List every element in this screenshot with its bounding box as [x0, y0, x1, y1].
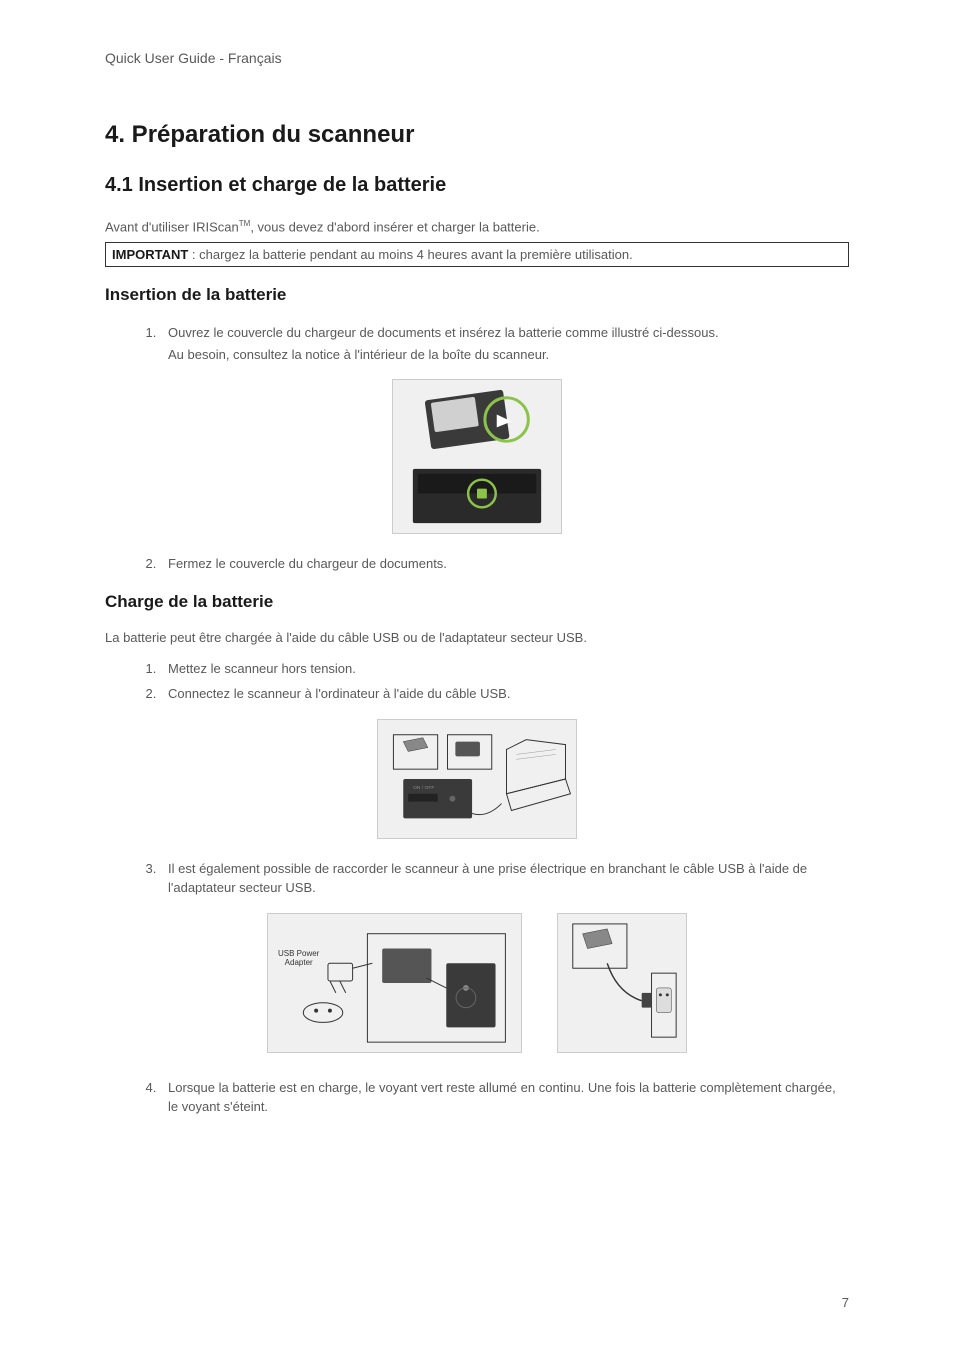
step1-line2: Au besoin, consultez la notice à l'intér… — [168, 345, 849, 365]
adapter-svg — [268, 914, 521, 1052]
usb-wall-svg — [558, 914, 686, 1052]
page-number: 7 — [842, 1295, 849, 1310]
usb-laptop-image: ON / OFF — [377, 719, 577, 839]
intro-part2: , vous devez d'abord insérer et charger … — [250, 219, 539, 234]
subsection1-heading: Insertion de la batterie — [105, 285, 849, 305]
adapter-label-line2: Adapter — [285, 958, 313, 967]
charge-step1-text: Mettez le scanneur hors tension. — [168, 661, 356, 676]
insertion-step-2: Fermez le couvercle du chargeur de docum… — [160, 554, 849, 574]
battery-svg — [393, 380, 561, 533]
charge-step-2: Connectez le scanneur à l'ordinateur à l… — [160, 684, 849, 704]
subsection2-heading: Charge de la batterie — [105, 592, 849, 612]
charge-step-1: Mettez le scanneur hors tension. — [160, 659, 849, 679]
trademark-symbol: TM — [239, 219, 251, 228]
charge-steps-list-3: Lorsque la batterie est en charge, le vo… — [105, 1078, 849, 1117]
important-label: IMPORTANT — [112, 247, 188, 262]
usb-laptop-image-container: ON / OFF — [105, 719, 849, 839]
battery-insertion-image — [392, 379, 562, 534]
charge-steps-list-2: Il est également possible de raccorder l… — [105, 859, 849, 898]
charge-steps-list: Mettez le scanneur hors tension. Connect… — [105, 659, 849, 704]
important-text: : chargez la batterie pendant au moins 4… — [188, 247, 632, 262]
page-title: 4. Préparation du scanneur — [105, 121, 849, 149]
step1-line1: Ouvrez le couvercle du chargeur de docum… — [168, 325, 719, 340]
usb-wall-image — [557, 913, 687, 1053]
charge-step3-text: Il est également possible de raccorder l… — [168, 861, 807, 896]
battery-image-container — [105, 379, 849, 534]
important-notice-box: IMPORTANT : chargez la batterie pendant … — [105, 242, 849, 267]
charge-step4-text: Lorsque la batterie est en charge, le vo… — [168, 1080, 836, 1115]
svg-text:ON / OFF: ON / OFF — [413, 785, 434, 791]
intro-part1: Avant d'utiliser IRIScan — [105, 219, 239, 234]
header-text: Quick User Guide - Français — [105, 50, 282, 66]
charge-step-3: Il est également possible de raccorder l… — [160, 859, 849, 898]
adapter-label-line1: USB Power — [278, 949, 319, 958]
insertion-steps-list: Ouvrez le couvercle du chargeur de docum… — [105, 323, 849, 364]
section1-heading: 4.1 Insertion et charge de la batterie — [105, 174, 849, 197]
adapter-images-container: USB Power Adapter — [105, 913, 849, 1053]
adapter-label: USB Power Adapter — [278, 949, 319, 968]
step2-line1: Fermez le couvercle du chargeur de docum… — [168, 556, 447, 571]
usb-laptop-svg: ON / OFF — [378, 720, 576, 838]
charge-intro: La batterie peut être chargée à l'aide d… — [105, 630, 849, 645]
page-header: Quick User Guide - Français — [105, 50, 849, 66]
insertion-step-1: Ouvrez le couvercle du chargeur de docum… — [160, 323, 849, 364]
charge-step2-text: Connectez le scanneur à l'ordinateur à l… — [168, 686, 510, 701]
charge-step-4: Lorsque la batterie est en charge, le vo… — [160, 1078, 849, 1117]
section1-intro: Avant d'utiliser IRIScanTM, vous devez d… — [105, 219, 849, 234]
insertion-steps-list-2: Fermez le couvercle du chargeur de docum… — [105, 554, 849, 574]
adapter-diagram-image: USB Power Adapter — [267, 913, 522, 1053]
